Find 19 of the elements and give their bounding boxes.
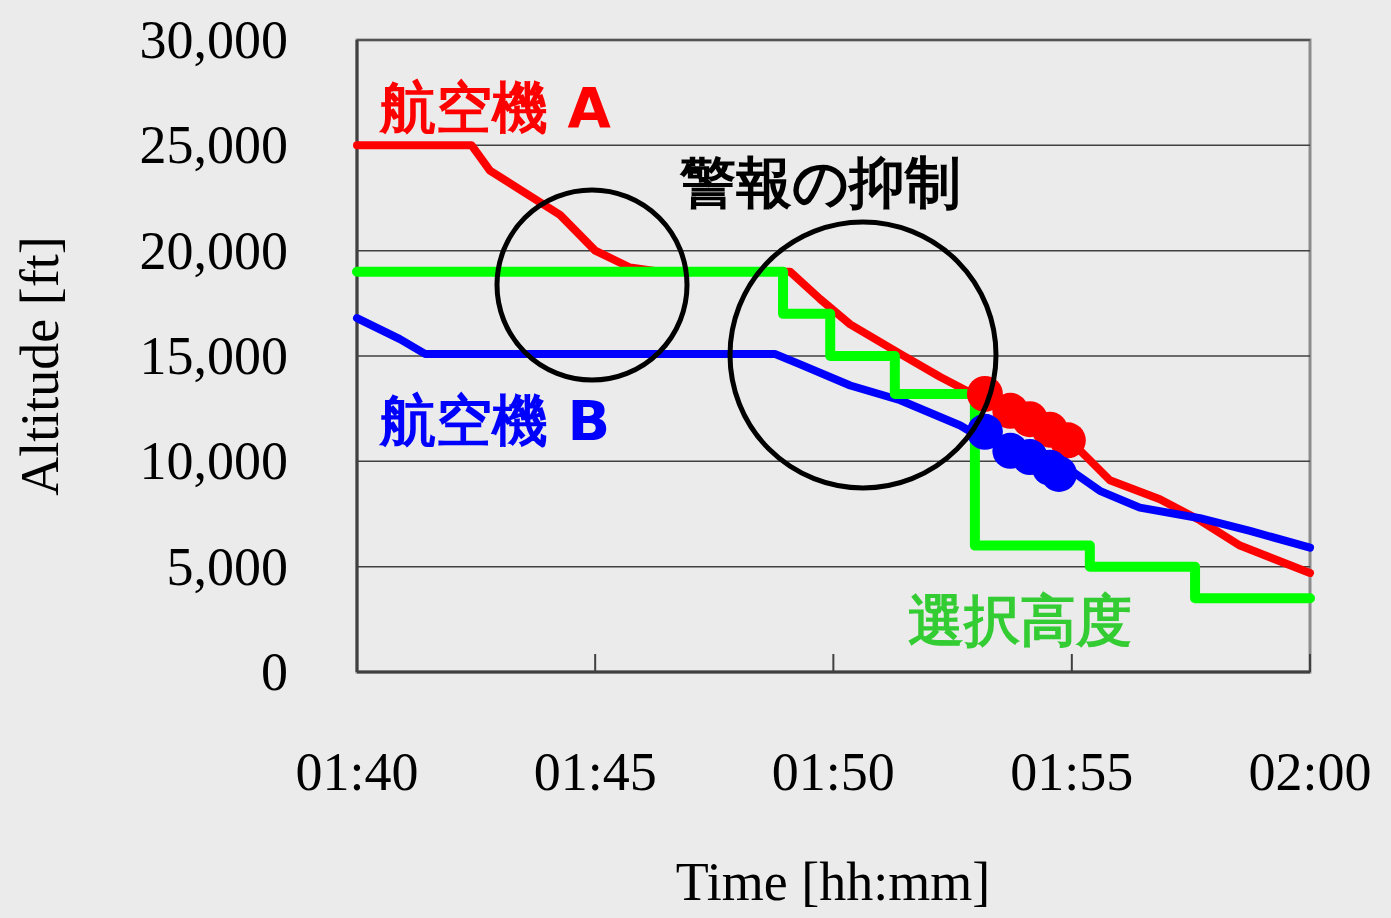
y-axis-title: Altitude [ft]: [10, 236, 70, 496]
y-tick-label: 5,000: [166, 536, 288, 597]
point: [1049, 422, 1086, 459]
y-tick-label: 0: [261, 642, 288, 702]
x-tick-label: 01:45: [533, 742, 657, 802]
y-tick-label: 30,000: [139, 10, 288, 70]
y-tick-label: 20,000: [139, 220, 288, 281]
x-tick-label: 01:50: [771, 742, 895, 802]
annotation: 警報の抑制: [678, 150, 961, 215]
y-tick-label: 25,000: [139, 115, 288, 176]
x-axis-title: Time [hh:mm]: [675, 852, 991, 912]
y-tick-label: 15,000: [139, 326, 288, 386]
x-tick-label: 01:40: [295, 742, 419, 802]
series-label: 航空機 A: [378, 75, 612, 140]
x-tick-label: 02:00: [1248, 742, 1372, 802]
y-tick-label: 10,000: [139, 431, 288, 492]
series-label: 選択高度: [908, 588, 1132, 653]
series-label: 航空機 B: [378, 388, 611, 453]
x-tick-label: 01:55: [1010, 742, 1134, 802]
